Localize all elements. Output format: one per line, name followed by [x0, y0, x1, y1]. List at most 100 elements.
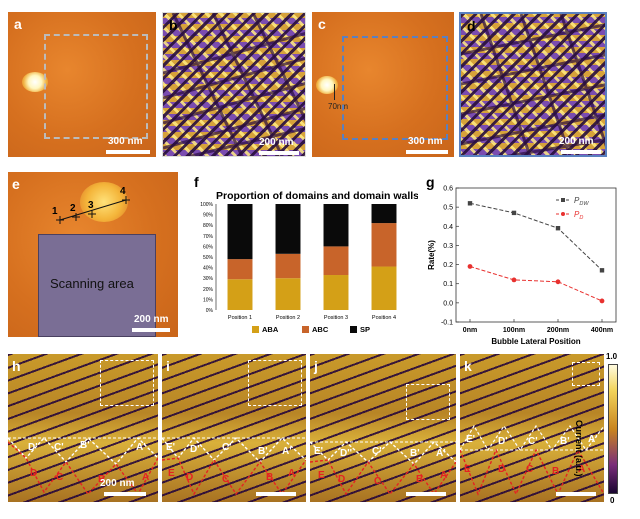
legend-label: ABA: [262, 325, 279, 334]
legend-swatch: [350, 326, 357, 333]
zoom-box: [572, 362, 600, 386]
y-tick-label: 60%: [203, 244, 214, 250]
domain-triangles: [310, 441, 456, 496]
domain-label: D': [28, 442, 38, 453]
legend-marker: [561, 198, 565, 202]
y-tick-label: -0.1: [441, 320, 453, 327]
panel-e: e Scanning area 1 2 3 4 200 nm: [8, 172, 178, 337]
scale-text: 200 nm: [100, 478, 135, 489]
panel-c: c 70nm 300 nm: [312, 12, 454, 157]
domain-label: E': [166, 442, 176, 453]
panel-label-d: d: [467, 18, 476, 34]
domain-label: E: [168, 468, 175, 479]
scale-text: 300 nm: [408, 136, 443, 147]
domain-label: E': [314, 446, 324, 457]
scale-bar: [556, 492, 596, 496]
panel-label-c: c: [318, 16, 326, 32]
domain-label: B': [258, 446, 268, 457]
y-tick-label: 90%: [203, 213, 214, 219]
scale-bar: [561, 150, 601, 154]
panel-h: h D' C' B' A' D C B A 200 nm: [8, 354, 158, 502]
scale-text: 200 nm: [559, 136, 594, 147]
scan-box: [342, 36, 448, 140]
y-tick-label: 80%: [203, 223, 214, 229]
panel-label-e: e: [12, 176, 20, 192]
domain-label: E: [464, 464, 471, 475]
x-tick-label: 0nm: [463, 327, 477, 334]
y-tick-label: 70%: [203, 234, 214, 240]
legend-swatch: [252, 326, 259, 333]
domain-label: D'': [340, 448, 352, 459]
domain-pattern: [461, 14, 605, 155]
domain-label: D: [498, 464, 506, 475]
bar-abc: [323, 246, 349, 276]
bar-sp: [371, 204, 397, 224]
panel-i: i E' D' C' B' A' E D C B A: [162, 354, 306, 502]
scale-bar: [406, 492, 446, 496]
x-tick-label: 400nm: [591, 327, 613, 334]
domain-label: A': [588, 434, 598, 445]
legend-swatch: [302, 326, 309, 333]
legend-marker: [561, 212, 565, 216]
panel-k: k E' D' C' B' A' E D C B A: [460, 354, 604, 502]
domain-label: B: [416, 474, 424, 485]
y-tick-label: 0.0: [443, 300, 453, 307]
domain-label: B: [266, 472, 274, 483]
data-point: [599, 298, 605, 304]
y-tick-label: 50%: [203, 255, 214, 261]
domain-label: C: [374, 476, 382, 487]
scale-bar: [132, 328, 170, 332]
domain-label: E': [466, 434, 476, 445]
domain-label: A': [436, 448, 446, 459]
panel-label-h: h: [12, 358, 21, 374]
bar-aba: [371, 266, 397, 310]
scale-bar: [406, 150, 448, 154]
domain-triangles: [460, 424, 604, 496]
colorbar-max: 1.0: [606, 352, 618, 361]
line-chart: -0.1 0.0 0.1 0.2 0.3 0.4 0.5 0.6 0nm 100nm 200nm 40…: [427, 186, 617, 346]
bar-sp: [227, 204, 253, 260]
domain-label: B': [80, 440, 90, 451]
panel-label-k: k: [464, 358, 472, 374]
colorbar-label: Current (a.u.): [574, 420, 584, 477]
bar-aba: [275, 278, 301, 310]
y-tick-label: 20%: [203, 287, 214, 293]
bar-sp: [323, 204, 349, 247]
domain-label: B': [560, 436, 570, 447]
panel-label-j: j: [314, 358, 318, 374]
scale-bar: [256, 492, 296, 496]
scale-bar: [259, 151, 299, 155]
data-point: [599, 268, 605, 273]
point-2: 2: [70, 203, 76, 214]
panel-label-b: b: [169, 17, 178, 33]
domain-triangles: [8, 436, 158, 496]
domain-label: D': [190, 444, 200, 455]
trajectory: [56, 196, 130, 224]
series-line-0: [469, 202, 603, 271]
x-tick-label: Position 3: [324, 315, 348, 321]
bubble: [22, 72, 48, 92]
x-tick-label: 200nm: [547, 327, 569, 334]
chart-title: Proportion of domains and domain walls: [216, 190, 418, 202]
bar-aba: [227, 279, 253, 310]
y-tick-label: 0%: [206, 308, 214, 314]
panel-f: f Proportion of domains and domain walls…: [186, 172, 418, 340]
point-3: 3: [88, 200, 94, 211]
domain-label: D: [186, 472, 194, 483]
y-tick-label: 30%: [203, 276, 214, 282]
bar-abc: [275, 253, 301, 279]
scale-text: 200 nm: [134, 314, 169, 325]
point-1: 1: [52, 206, 58, 217]
y-tick-label: 0.4: [443, 224, 453, 231]
stacked-bar-chart: 0% 10% 20% 30% 40% 50% 60% 70% 80% 90% 100% Positio…: [200, 202, 397, 334]
x-tick-label: Position 1: [228, 315, 252, 321]
y-tick-label: 0.5: [443, 205, 453, 212]
scanning-area-label: Scanning area: [50, 276, 134, 291]
domain-label: B: [98, 474, 106, 485]
panel-g: g -0.1 0.0 0.1 0.2 0.3 0.4 0.5 0.6 0nm 100nm 200nm…: [420, 172, 632, 352]
x-axis-label: Bubble Lateral Position: [491, 337, 580, 346]
domain-label: A: [578, 464, 586, 475]
domain-label: C: [222, 474, 230, 485]
domain-label: C: [56, 472, 64, 483]
legend-label: SP: [360, 325, 370, 334]
